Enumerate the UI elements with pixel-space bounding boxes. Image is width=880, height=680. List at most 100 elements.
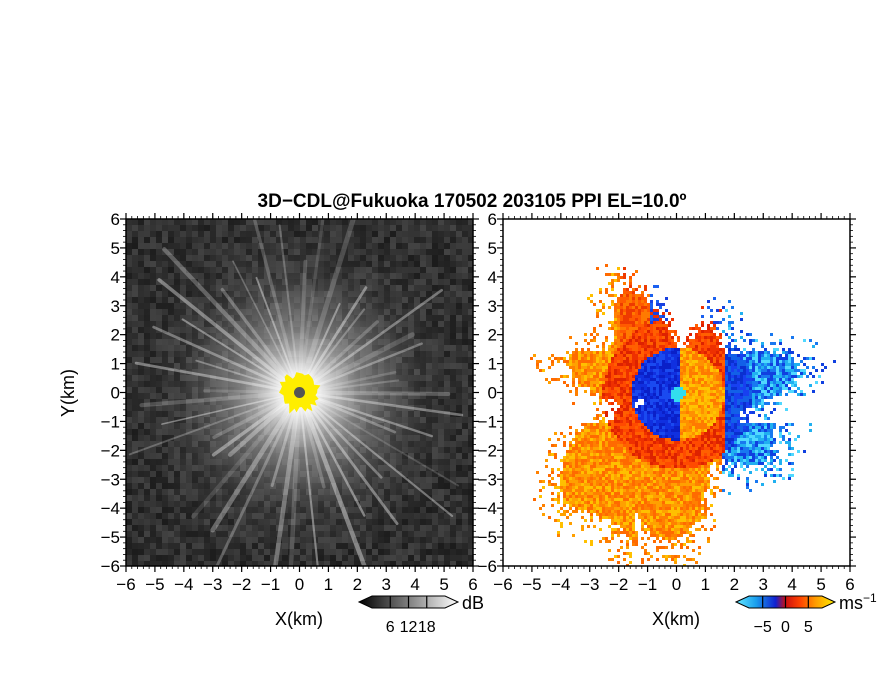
velocity-cell: [650, 345, 653, 348]
velocity-cell: [629, 348, 632, 351]
intensity-cell: [186, 237, 192, 243]
velocity-cell: [584, 369, 587, 372]
velocity-cell: [764, 348, 767, 351]
velocity-cell: [686, 351, 689, 354]
velocity-cell: [632, 318, 635, 321]
velocity-cell: [680, 357, 683, 360]
velocity-cell: [650, 327, 653, 330]
velocity-cell: [644, 288, 647, 291]
intensity-cell: [378, 225, 384, 231]
velocity-cell: [731, 348, 734, 351]
velocity-cell: [638, 312, 641, 315]
velocity-cell: [638, 309, 641, 312]
velocity-cell: [656, 303, 659, 306]
velocity-cell: [593, 372, 596, 375]
intensity-cell: [462, 459, 468, 465]
intensity-cell: [126, 453, 132, 459]
intensity-cell: [150, 561, 156, 566]
intensity-cell: [456, 513, 462, 519]
velocity-cell: [632, 291, 635, 294]
velocity-cell: [617, 309, 620, 312]
velocity-cell: [611, 288, 614, 291]
intensity-cell: [420, 525, 426, 531]
velocity-cell: [755, 369, 758, 372]
velocity-cell: [635, 318, 638, 321]
velocity-cell: [776, 357, 779, 360]
velocity-cell: [683, 351, 686, 354]
velocity-cell: [719, 321, 722, 324]
velocity-cell: [773, 369, 776, 372]
velocity-cell: [602, 351, 605, 354]
intensity-cell: [384, 237, 390, 243]
velocity-cell: [725, 369, 728, 372]
velocity-cell: [659, 318, 662, 321]
velocity-cell: [722, 330, 725, 333]
intensity-cell: [162, 231, 168, 237]
velocity-cell: [632, 321, 635, 324]
intensity-cell: [132, 519, 138, 525]
intensity-cell: [438, 267, 444, 273]
intensity-cell: [138, 303, 144, 309]
intensity-cell: [396, 549, 402, 555]
velocity-cell: [632, 345, 635, 348]
intensity-cell: [456, 267, 462, 273]
velocity-cell: [671, 369, 674, 372]
velocity-cell: [755, 354, 758, 357]
velocity-cell: [614, 342, 617, 345]
velocity-cell: [806, 357, 809, 360]
intensity-cell: [444, 219, 450, 225]
velocity-cell: [641, 372, 644, 375]
intensity-cell: [462, 255, 468, 261]
velocity-cell: [644, 357, 647, 360]
intensity-cell: [432, 273, 438, 279]
intensity-cell: [138, 225, 144, 231]
velocity-cell: [668, 348, 671, 351]
intensity-cell: [126, 315, 132, 321]
velocity-cell: [635, 306, 638, 309]
velocity-cell: [785, 366, 788, 369]
velocity-cell: [620, 339, 623, 342]
velocity-cell: [668, 360, 671, 363]
intensity-cell: [438, 231, 444, 237]
velocity-cell: [701, 330, 704, 333]
intensity-cell: [204, 543, 210, 549]
velocity-cell: [635, 297, 638, 300]
intensity-cell: [162, 267, 168, 273]
velocity-cell: [584, 366, 587, 369]
velocity-cell: [764, 366, 767, 369]
velocity-cell: [590, 351, 593, 354]
intensity-cell: [144, 531, 150, 537]
velocity-cell: [632, 333, 635, 336]
velocity-cell: [578, 372, 581, 375]
intensity-cell: [426, 225, 432, 231]
velocity-cell: [617, 342, 620, 345]
intensity-cell: [444, 237, 450, 243]
velocity-cell: [785, 360, 788, 363]
velocity-cell: [719, 366, 722, 369]
intensity-cell: [462, 285, 468, 291]
intensity-cell: [444, 513, 450, 519]
velocity-cell: [611, 354, 614, 357]
velocity-cell: [704, 354, 707, 357]
intensity-cell: [162, 249, 168, 255]
velocity-cell: [794, 372, 797, 375]
intensity-cell: [354, 561, 360, 566]
velocity-cell: [644, 372, 647, 375]
velocity-cell: [662, 375, 665, 378]
velocity-cell: [761, 357, 764, 360]
x-tick-label: 1: [324, 575, 333, 594]
velocity-cell: [707, 336, 710, 339]
velocity-cell: [650, 354, 653, 357]
intensity-cell: [444, 261, 450, 267]
velocity-cell: [734, 372, 737, 375]
velocity-cell: [719, 372, 722, 375]
intensity-cell: [156, 561, 162, 566]
velocity-cell: [626, 330, 629, 333]
intensity-cell: [144, 555, 150, 561]
intensity-cell: [228, 561, 234, 566]
velocity-cell: [740, 357, 743, 360]
intensity-cell: [198, 543, 204, 549]
intensity-cell: [408, 561, 414, 566]
velocity-cell: [788, 357, 791, 360]
intensity-cell: [444, 543, 450, 549]
